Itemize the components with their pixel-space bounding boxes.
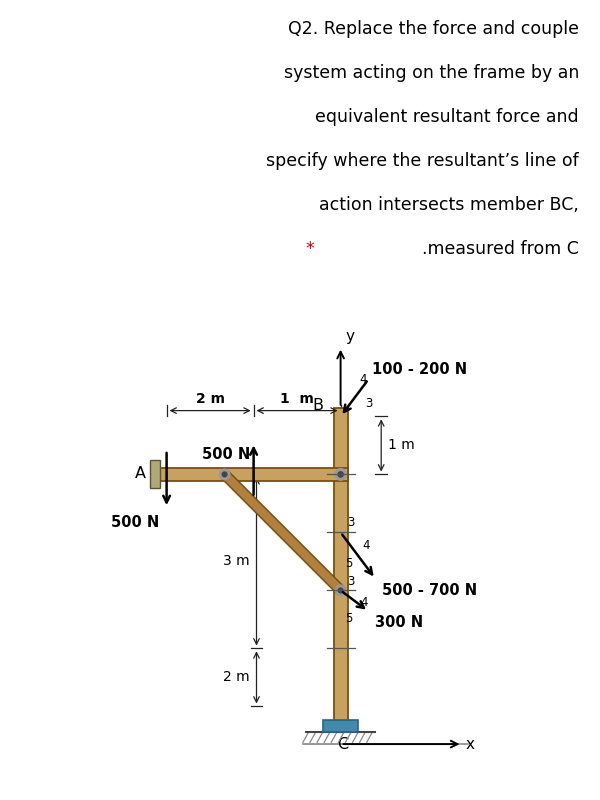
- Text: 2 m: 2 m: [223, 670, 250, 685]
- Text: 5: 5: [344, 613, 352, 626]
- Text: 3 m: 3 m: [223, 554, 250, 568]
- Polygon shape: [334, 408, 347, 730]
- Circle shape: [338, 472, 343, 477]
- Text: 4: 4: [359, 374, 367, 386]
- Circle shape: [335, 585, 346, 596]
- Text: 300 N: 300 N: [376, 614, 424, 630]
- Text: 1 m: 1 m: [388, 438, 415, 452]
- Text: 4: 4: [362, 538, 370, 552]
- Text: A: A: [135, 466, 146, 481]
- Text: equivalent resultant force and: equivalent resultant force and: [316, 108, 579, 126]
- Circle shape: [335, 469, 346, 480]
- Text: 500 N: 500 N: [112, 515, 160, 530]
- Text: B: B: [312, 398, 323, 414]
- Bar: [151, 461, 160, 488]
- Text: 5: 5: [344, 557, 352, 570]
- Polygon shape: [221, 471, 344, 594]
- Text: system acting on the frame by an: system acting on the frame by an: [284, 64, 579, 82]
- Text: 500 - 700 N: 500 - 700 N: [382, 583, 478, 598]
- Text: x: x: [466, 737, 474, 752]
- Text: C: C: [337, 737, 349, 751]
- Text: *: *: [306, 240, 320, 258]
- Text: 2 m: 2 m: [196, 392, 224, 406]
- Text: .measured from C: .measured from C: [422, 240, 579, 258]
- Circle shape: [338, 588, 343, 593]
- Text: 100 - 200 N: 100 - 200 N: [373, 362, 467, 377]
- Text: 3: 3: [347, 516, 355, 529]
- Text: specify where the resultant’s line of: specify where the resultant’s line of: [266, 152, 579, 170]
- Polygon shape: [158, 468, 347, 481]
- Bar: [323, 720, 358, 732]
- Text: 4: 4: [361, 595, 368, 609]
- Text: y: y: [345, 329, 354, 344]
- Circle shape: [220, 469, 230, 480]
- Text: action intersects member BC,: action intersects member BC,: [319, 196, 579, 214]
- Text: 1  m: 1 m: [280, 392, 314, 406]
- Circle shape: [222, 472, 227, 477]
- Text: 3: 3: [365, 397, 373, 410]
- Text: Q2. Replace the force and couple: Q2. Replace the force and couple: [288, 20, 579, 38]
- Text: 500 N: 500 N: [202, 446, 251, 462]
- Text: 3: 3: [347, 575, 355, 588]
